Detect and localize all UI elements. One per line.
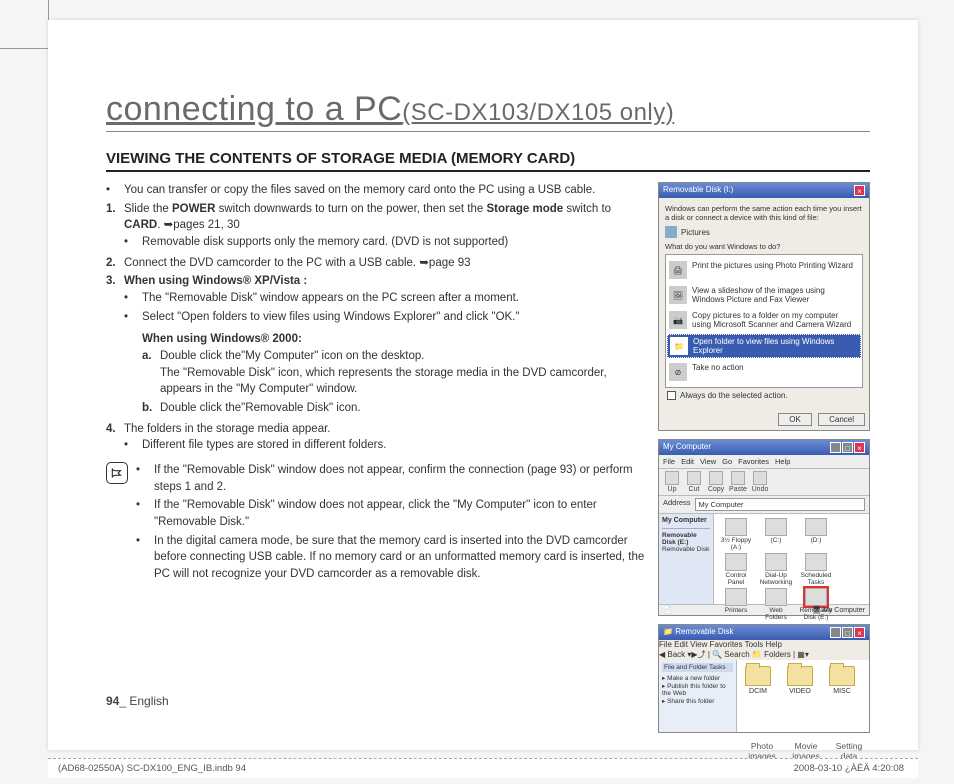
note-1: If the "Removable Disk" window does not …	[154, 462, 646, 495]
intro-bullet: You can transfer or copy the files saved…	[124, 182, 646, 199]
note-2: If the "Removable Disk" window does not …	[154, 497, 646, 530]
instruction-text: •You can transfer or copy the files save…	[106, 182, 646, 761]
cancel-button: Cancel	[818, 413, 865, 426]
title-main: connecting to a PC	[106, 90, 402, 128]
title-sub: (SC-DX103/DX105 only)	[402, 99, 674, 126]
page-number: 94_ English	[106, 694, 169, 708]
page: connecting to a PC(SC-DX103/DX105 only) …	[48, 20, 918, 750]
print-footer: (AD68-02550A) SC-DX100_ENG_IB.indb 94 20…	[48, 758, 918, 778]
autoplay-dialog: Removable Disk (I:)× Windows can perform…	[658, 182, 870, 431]
note-icon	[106, 462, 128, 484]
illustration-column: Removable Disk (I:)× Windows can perform…	[658, 182, 870, 761]
note-box: •If the "Removable Disk" window does not…	[106, 462, 646, 585]
footer-right: 2008-03-10 ¿ÀÈÄ 4:20:08	[794, 763, 904, 778]
section-heading: VIEWING THE CONTENTS OF STORAGE MEDIA (M…	[106, 150, 870, 172]
close-icon: ×	[854, 185, 865, 196]
step-3: When using Windows® XP/Vista : •The "Rem…	[124, 273, 646, 418]
my-computer-window: My Computer_□× File Edit View Go Favorit…	[658, 439, 870, 616]
note-3: In the digital camera mode, be sure that…	[154, 533, 646, 583]
ok-button: OK	[778, 413, 812, 426]
footer-left: (AD68-02550A) SC-DX100_ENG_IB.indb 94	[58, 763, 246, 778]
step-2: Connect the DVD camcorder to the PC with…	[124, 255, 646, 272]
step-1: Slide the POWER switch downwards to turn…	[124, 201, 646, 253]
title-row: connecting to a PC(SC-DX103/DX105 only)	[106, 90, 870, 132]
step-1-sub: Removable disk supports only the memory …	[142, 234, 646, 251]
step-4: The folders in the storage media appear.…	[124, 421, 646, 456]
page-content: connecting to a PC(SC-DX103/DX105 only) …	[48, 20, 918, 781]
removable-disk-window: 📁 Removable Disk_□× File Edit View Favor…	[658, 624, 870, 733]
crop-mark-horizontal	[0, 48, 48, 49]
